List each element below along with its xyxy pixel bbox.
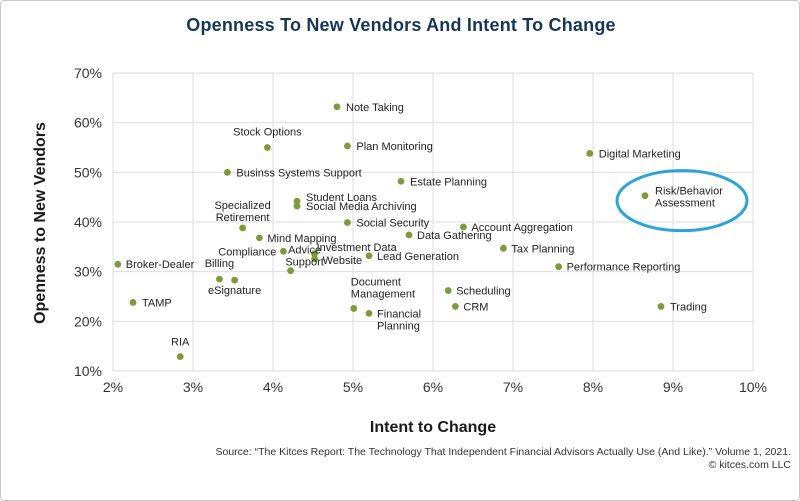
y-tick-label: 40%: [74, 214, 102, 230]
x-tick-label: 8%: [583, 379, 603, 395]
data-point: [452, 303, 459, 310]
data-point: [114, 260, 122, 268]
y-tick-label: 70%: [74, 65, 102, 81]
point-label: Social Security: [356, 217, 429, 229]
data-point: [256, 234, 263, 242]
point-label: Specialized Retirement: [214, 200, 270, 224]
x-tick-label: 7%: [503, 379, 523, 395]
y-tick-label: 20%: [74, 313, 102, 329]
point-label: Risk/Behavior Assessment: [655, 186, 723, 210]
point-label: Billing: [205, 258, 234, 270]
data-point: [311, 250, 318, 258]
data-point: [460, 223, 467, 231]
data-point: [264, 144, 271, 151]
point-label: Stock Options: [233, 127, 302, 139]
point-label: Investment Data: [317, 242, 398, 254]
point-label: Estate Planning: [410, 176, 487, 188]
point-label: eSignature: [208, 285, 261, 297]
data-point: [444, 287, 452, 294]
data-point: [405, 231, 413, 239]
data-point: [365, 252, 373, 260]
point-label: Social Media Archiving: [306, 201, 417, 213]
data-point: [657, 303, 665, 310]
point-label: Performance Reporting: [567, 262, 681, 274]
copyright: © kitces.com LLC: [708, 459, 791, 471]
chart-title: Openness To New Vendors And Intent To Ch…: [186, 15, 616, 35]
point-label: CRM: [463, 301, 488, 313]
x-tick-label: 4%: [263, 379, 283, 395]
data-point: [365, 309, 373, 317]
point-label: Data Gathering: [417, 230, 492, 242]
data-point: [311, 255, 318, 263]
x-tick-label: 10%: [739, 379, 767, 395]
point-label: Lead Generation: [377, 251, 459, 263]
point-label: Digital Marketing: [599, 148, 681, 160]
point-label: Advice Support: [285, 245, 324, 269]
point-label: Financial Planning: [377, 308, 421, 332]
point-label: Trading: [670, 301, 707, 313]
data-point: [287, 267, 294, 275]
data-point: [293, 197, 301, 205]
data-point: [239, 224, 247, 232]
point-label: Tax Planning: [511, 243, 574, 255]
point-label: Broker-Dealer: [126, 259, 195, 271]
point-label: Document Management: [351, 276, 415, 300]
data-point: [350, 305, 358, 312]
point-label: Scheduling: [456, 286, 510, 298]
data-point: [280, 247, 287, 255]
x-tick-label: 9%: [663, 379, 683, 395]
data-point: [224, 168, 231, 176]
point-label: Compliance: [218, 246, 276, 258]
point-label: Note Taking: [346, 102, 404, 114]
x-tick-label: 3%: [183, 379, 203, 395]
y-tick-label: 30%: [74, 264, 102, 280]
point-label: TAMP: [142, 297, 172, 309]
highlight-ellipse: [615, 169, 749, 233]
data-point: [129, 299, 137, 306]
source-citation: Source: “The Kitces Report: The Technolo…: [215, 446, 792, 458]
data-point: [216, 275, 223, 283]
source-note: Source: “The Kitces Report: The Technolo…: [11, 446, 792, 472]
point-label: RIA: [171, 337, 190, 349]
x-axis-label: Intent to Change: [369, 419, 497, 436]
point-label: Mind Mapping: [267, 233, 336, 245]
point-label: Website: [323, 255, 363, 267]
data-point: [586, 150, 594, 157]
y-tick-label: 60%: [74, 115, 102, 131]
x-tick-label: 6%: [423, 379, 443, 395]
point-label: Student Loans: [306, 192, 377, 204]
data-point: [641, 192, 649, 200]
data-point: [176, 353, 184, 360]
data-point: [500, 244, 507, 252]
data-point: [293, 202, 301, 210]
data-point: [555, 263, 562, 271]
data-point: [333, 103, 341, 111]
data-point: [231, 276, 239, 284]
data-point: [344, 142, 351, 150]
y-tick-label: 10%: [74, 363, 102, 379]
point-label: Plan Monitoring: [356, 141, 432, 153]
data-point: [344, 219, 351, 226]
y-tick-label: 50%: [74, 164, 102, 180]
x-tick-label: 5%: [343, 379, 363, 395]
x-tick-label: 2%: [103, 379, 123, 395]
point-label: Account Aggregation: [471, 222, 573, 234]
data-point: [397, 177, 405, 185]
point-label: Businss Systems Support: [236, 167, 361, 179]
